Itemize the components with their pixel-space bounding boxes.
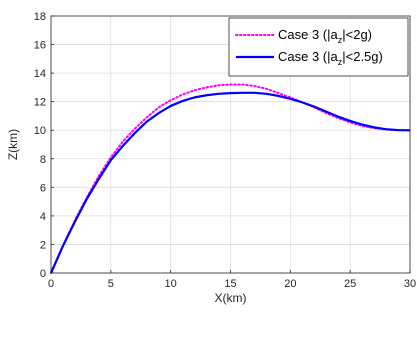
y-tick-label: 0 (40, 268, 46, 280)
x-tick-label: 5 (108, 278, 114, 290)
series-lines (49, 83, 411, 274)
legend-label-tail: |<2g) (342, 27, 372, 42)
legend-label-1: Case 3 (|az|<2g) (278, 27, 372, 45)
legend-label-2: Case 3 (|az|<2.5g) (278, 49, 383, 67)
y-tick-label: 14 (34, 68, 46, 80)
x-tick-label: 20 (284, 278, 296, 290)
legend-label-tail: |<2.5g) (342, 49, 383, 64)
legend: Case 3 (|az|<2g)Case 3 (|az|<2.5g) (228, 17, 409, 77)
series-line-1 (50, 83, 411, 274)
y-tick-label: 8 (40, 154, 46, 166)
y-axis-label: Z(km) (6, 129, 20, 160)
x-tick-label: 25 (344, 278, 356, 290)
x-axis-label: X(km) (215, 291, 247, 305)
y-tick-label: 4 (40, 211, 46, 223)
y-tick-label: 6 (40, 182, 46, 194)
y-tick-label: 18 (34, 11, 46, 23)
y-tick-label: 16 (34, 40, 46, 52)
x-tick-label: 10 (165, 278, 177, 290)
x-tick-label: 30 (404, 278, 416, 290)
x-tick-label: 15 (224, 278, 236, 290)
x-axis-ticks: 0 5 10 15 20 25 30 (48, 270, 416, 290)
x-tick-label: 0 (48, 278, 54, 290)
y-tick-label: 2 (40, 239, 46, 251)
y-tick-label: 10 (34, 125, 46, 137)
y-axis-ticks: 0 2 4 6 8 10 12 14 16 18 (34, 11, 54, 280)
legend-box (228, 17, 409, 77)
legend-label-main: Case 3 (|a (278, 27, 339, 42)
legend-label-subscript: z (338, 57, 343, 67)
legend-label-main: Case 3 (|a (278, 49, 339, 64)
y-tick-label: 12 (34, 97, 46, 109)
legend-label-subscript: z (338, 35, 343, 45)
series-line-2 (49, 91, 411, 274)
